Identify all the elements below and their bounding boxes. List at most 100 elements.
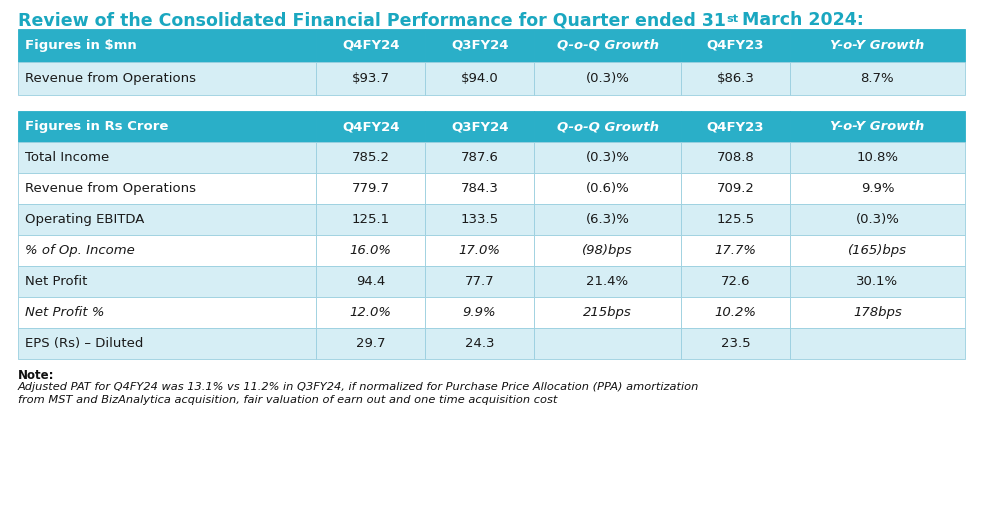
Text: 12.0%: 12.0% [350,306,392,319]
Bar [789,235,965,266]
Text: 94.4: 94.4 [356,275,385,288]
Text: Review of the Consolidated Financial Performance for Quarter ended 31: Review of the Consolidated Financial Per… [18,11,726,29]
Text: 17.0%: 17.0% [459,244,500,257]
Text: $86.3: $86.3 [717,72,754,85]
Text: Q4FY23: Q4FY23 [707,120,764,133]
Text: 10.8%: 10.8% [856,151,898,164]
Bar [534,29,681,62]
Bar [681,204,789,235]
Text: Total Income: Total Income [25,151,109,164]
Bar [317,173,426,204]
Text: 21.4%: 21.4% [587,275,628,288]
Text: Revenue from Operations: Revenue from Operations [25,72,196,85]
Text: Net Profit %: Net Profit % [25,306,104,319]
Bar [534,235,681,266]
Bar [534,173,681,204]
Text: 10.2%: 10.2% [715,306,756,319]
Bar [18,235,317,266]
Text: $93.7: $93.7 [352,72,389,85]
Bar [317,142,426,173]
Bar [534,266,681,297]
Bar [426,204,534,235]
Bar [18,266,317,297]
Bar [317,328,426,359]
Text: (0.3)%: (0.3)% [855,213,899,226]
Bar [426,62,534,95]
Text: 8.7%: 8.7% [860,72,895,85]
Bar [534,328,681,359]
Bar [317,235,426,266]
Text: Revenue from Operations: Revenue from Operations [25,182,196,195]
Bar [681,173,789,204]
Text: (0.3)%: (0.3)% [586,72,629,85]
Bar [18,204,317,235]
Text: Adjusted PAT for Q4FY24 was 13.1% vs 11.2% in Q3FY24, if normalized for Purchase: Adjusted PAT for Q4FY24 was 13.1% vs 11.… [18,382,699,392]
Bar [789,29,965,62]
Text: 9.9%: 9.9% [861,182,895,195]
Bar [18,173,317,204]
Text: 24.3: 24.3 [465,337,494,350]
Text: Q4FY24: Q4FY24 [342,39,399,52]
Text: Q4FY23: Q4FY23 [707,39,764,52]
Text: 133.5: 133.5 [461,213,498,226]
Bar [426,173,534,204]
Text: 23.5: 23.5 [721,337,750,350]
Bar [789,297,965,328]
Bar [681,235,789,266]
Text: 72.6: 72.6 [721,275,750,288]
Text: (98)bps: (98)bps [582,244,633,257]
Bar [317,266,426,297]
Text: March 2024:: March 2024: [736,11,864,29]
Text: Figures in $mn: Figures in $mn [25,39,137,52]
Text: Y-o-Y Growth: Y-o-Y Growth [831,120,925,133]
Bar [18,328,317,359]
Bar [426,297,534,328]
Bar [681,266,789,297]
Bar [317,62,426,95]
Text: 16.0%: 16.0% [350,244,392,257]
Text: 77.7: 77.7 [465,275,494,288]
Bar [681,328,789,359]
Text: 9.9%: 9.9% [463,306,496,319]
Text: 30.1%: 30.1% [856,275,898,288]
Bar [681,62,789,95]
Bar [317,204,426,235]
Text: Figures in Rs Crore: Figures in Rs Crore [25,120,168,133]
Text: 708.8: 708.8 [717,151,754,164]
Text: % of Op. Income: % of Op. Income [25,244,135,257]
Bar [534,204,681,235]
Text: Q-o-Q Growth: Q-o-Q Growth [556,39,659,52]
Text: EPS (Rs) – Diluted: EPS (Rs) – Diluted [25,337,144,350]
Text: (6.3)%: (6.3)% [586,213,629,226]
Bar [534,111,681,142]
Bar [534,62,681,95]
Bar [18,142,317,173]
Text: 779.7: 779.7 [352,182,389,195]
Bar [426,142,534,173]
Text: 29.7: 29.7 [356,337,385,350]
Bar [534,297,681,328]
Text: Note:: Note: [18,369,54,382]
Text: st: st [726,14,738,24]
Bar [426,235,534,266]
Bar [18,111,317,142]
Bar [789,266,965,297]
Bar [681,142,789,173]
Text: 787.6: 787.6 [461,151,498,164]
Text: Q-o-Q Growth: Q-o-Q Growth [556,120,659,133]
Bar [317,111,426,142]
Text: 178bps: 178bps [853,306,901,319]
Text: (0.3)%: (0.3)% [586,151,629,164]
Bar [317,297,426,328]
Bar [426,266,534,297]
Bar [426,328,534,359]
Text: (165)bps: (165)bps [848,244,907,257]
Bar [789,328,965,359]
Text: 215bps: 215bps [583,306,632,319]
Text: (0.6)%: (0.6)% [586,182,629,195]
Text: 125.1: 125.1 [352,213,390,226]
Bar [426,111,534,142]
Bar [789,111,965,142]
Text: from MST and BizAnalytica acquisition, fair valuation of earn out and one time a: from MST and BizAnalytica acquisition, f… [18,395,557,405]
Text: 125.5: 125.5 [717,213,754,226]
